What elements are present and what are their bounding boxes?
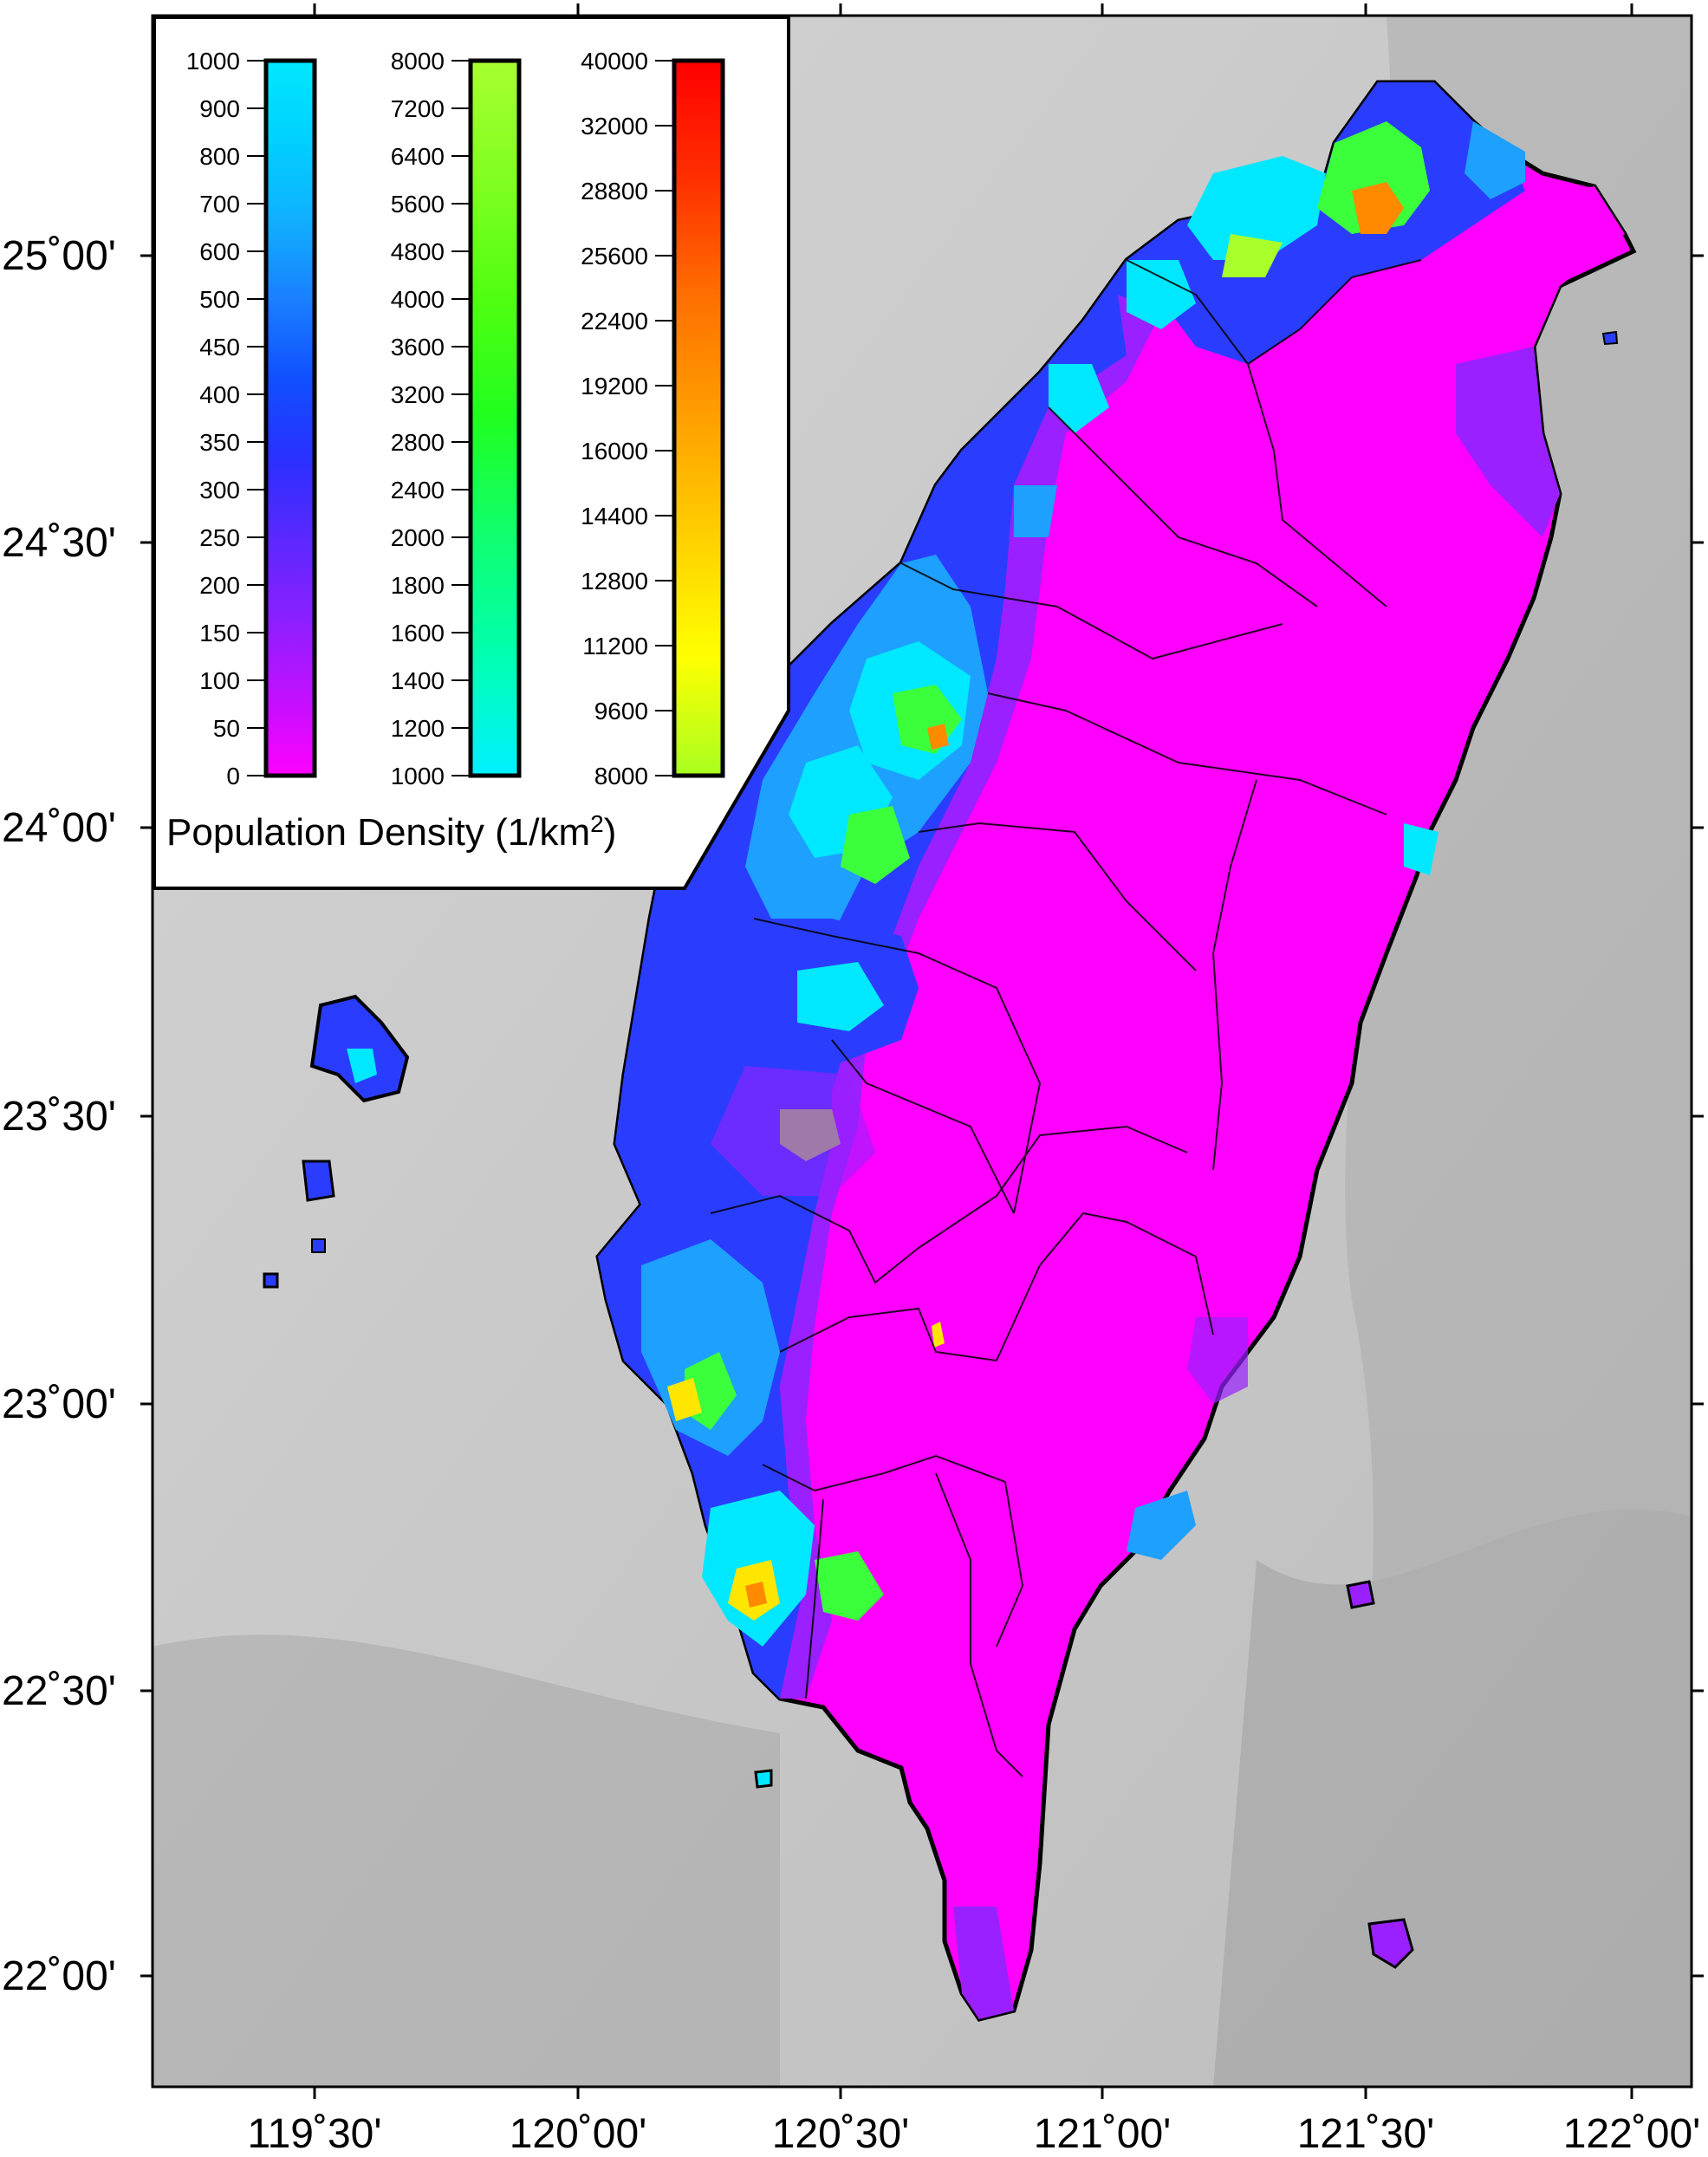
colorbar-tick-label: 100 [199,667,240,694]
x-tick-label: 120˚00' [510,2111,647,2157]
longitude-axis: 119˚30' 120˚00' 120˚30' 121˚00' 121˚30' 122˚0… [247,3,1700,2157]
colorbar-tick-label: 2800 [391,429,445,456]
colorbar-tick-label: 1000 [391,763,445,789]
colorbar-tick-label: 4800 [391,238,445,265]
orchid-island [1367,1918,1414,1969]
colorbar-tick-label: 32000 [581,113,648,140]
map-frame [151,14,1693,2089]
colorbar-tick-label: 450 [199,334,240,361]
colorbar-tick-label: 1600 [391,620,445,646]
colorbar-tick-label: 1400 [391,667,445,694]
x-tick-label: 121˚30' [1297,2111,1435,2157]
colorbar-tick-label: 1200 [391,715,445,742]
colorbar-tick-label: 8000 [391,48,445,75]
colorbar-tick-label: 3600 [391,334,445,361]
colorbar-tick-label: 9600 [594,698,648,724]
colorbar-tick-label: 500 [199,286,240,313]
y-tick-label: 22˚30' [2,1668,116,1714]
colorbar-tick-label: 1800 [391,572,445,599]
colorbar-tick-label: 19200 [581,373,648,400]
x-tick-label: 121˚00' [1034,2111,1172,2157]
colorbar-tick-label: 7200 [391,95,445,122]
colorbar-tick-label: 150 [199,620,240,646]
colorbar-tick-label: 2000 [391,524,445,551]
colorbar-tick-label: 2400 [391,477,445,504]
y-tick-label: 24˚00' [2,805,116,851]
legend-panel: 1000900800700600500450400350300250200150… [153,16,790,890]
x-tick-label: 120˚30' [772,2111,910,2157]
colorbar-tick-label: 0 [226,763,240,789]
colorbar-mid [468,58,522,778]
colorbar-tick-label: 16000 [581,438,648,465]
green-island [1346,1580,1375,1609]
y-tick-label: 25˚00' [2,233,116,279]
x-tick-label: 119˚30' [247,2111,381,2157]
colorbar-tick-label: 5600 [391,191,445,218]
colorbar-tick-label: 28800 [581,178,648,205]
taiwan-island [595,80,1637,2022]
penghu-islands [263,994,410,1289]
colorbar-tick-label: 400 [199,381,240,408]
colorbar-tick-label: 22400 [581,308,648,335]
colorbar-tick-label: 800 [199,143,240,170]
liuqiu-island [754,1769,773,1789]
colorbar-tick-label: 900 [199,95,240,122]
colorbar-tick-label: 40000 [581,48,648,75]
colorbar-tick-label: 12800 [581,568,648,594]
colorbar-tick-label: 50 [213,715,240,742]
colorbar-tick-label: 700 [199,191,240,218]
colorbar-tick-label: 200 [199,572,240,599]
colorbar-tick-label: 14400 [581,503,648,530]
legend-title: Population Density (1/km2) [166,810,616,854]
y-tick-label: 23˚30' [2,1094,116,1140]
county-boundaries [710,259,1422,1777]
colorbar-tick-label: 300 [199,477,240,504]
colorbar-tick-label: 600 [199,238,240,265]
colorbar-tick-label: 1000 [186,48,240,75]
colorbar-tick-label: 4000 [391,286,445,313]
colorbar-low [263,58,317,778]
y-tick-label: 24˚30' [2,520,116,566]
colorbars: 1000900800700600500450400350300250200150… [186,48,725,789]
colorbar-tick-label: 250 [199,524,240,551]
guishan-island [1601,330,1619,346]
colorbar-high [672,58,725,778]
x-tick-label: 122˚00' [1563,2111,1701,2157]
colorbar-tick-label: 3200 [391,381,445,408]
colorbar-tick-label: 8000 [594,763,648,789]
colorbar-tick-label: 6400 [391,143,445,170]
y-tick-label: 22˚00' [2,1953,116,1999]
latitude-axis: 25˚00' 24˚30' 24˚00' 23˚30' 23˚00' 22˚30' 22˚0… [2,233,1704,1999]
colorbar-tick-label: 11200 [582,633,648,659]
colorbar-tick-label: 350 [199,429,240,456]
colorbar-tick-label: 25600 [581,243,648,270]
y-tick-label: 23˚00' [2,1381,116,1427]
